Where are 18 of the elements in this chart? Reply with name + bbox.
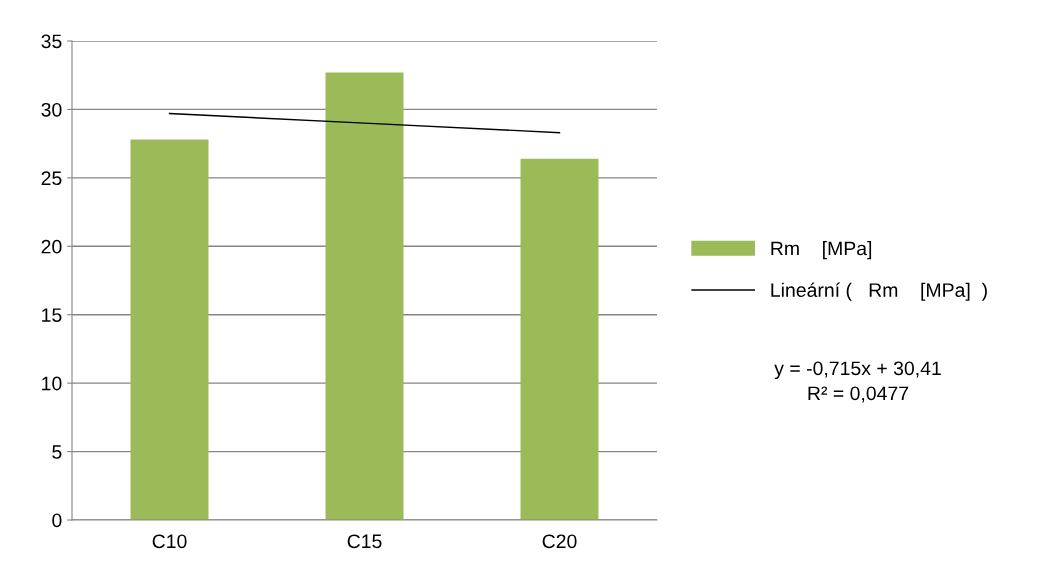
y-tick-label: 10 <box>42 376 62 391</box>
y-tick-label: 35 <box>41 34 62 49</box>
y-tick-label: 25 <box>41 171 62 186</box>
legend-label: Rm [MPa] <box>771 241 872 260</box>
y-tick-label: 0 <box>52 513 62 528</box>
x-tick-label: C15 <box>347 534 382 549</box>
bar <box>130 139 209 520</box>
y-tick-label: 5 <box>52 445 62 459</box>
bar <box>325 72 404 520</box>
y-tick-label: 15 <box>42 308 62 322</box>
bar <box>520 158 599 520</box>
x-tick-label: C20 <box>542 534 577 549</box>
text: y = -0,715x + 30,41 <box>774 361 941 380</box>
legend-label: Lineární ( Rm [MPa] ) <box>771 282 987 301</box>
y-tick-label: 20 <box>41 239 62 254</box>
y-tick-label: 30 <box>41 102 62 117</box>
text: R² = 0,0477 <box>808 386 909 403</box>
x-tick-label: C10 <box>152 534 187 549</box>
